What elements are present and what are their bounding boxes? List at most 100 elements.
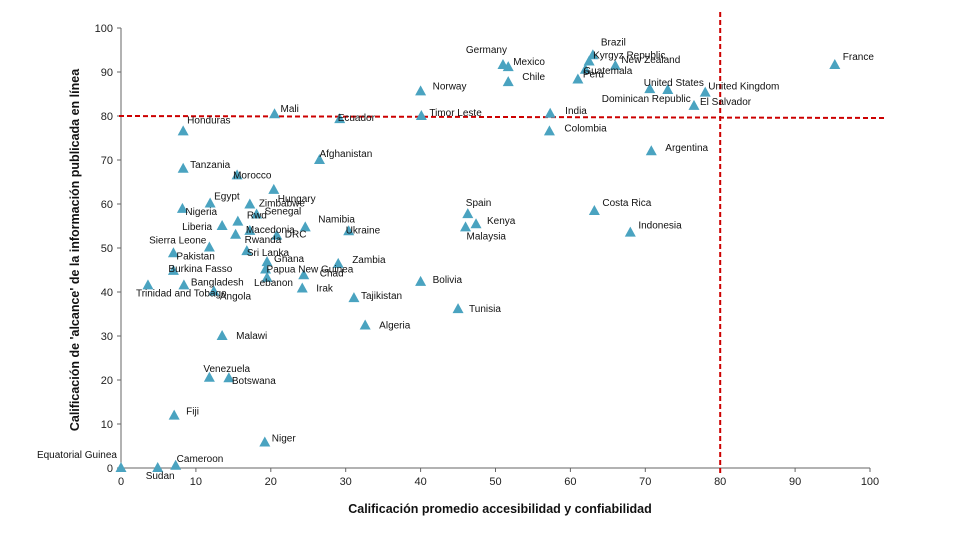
x-ticks: 0 10 20 30 40 50 60 70 80 90 100 — [118, 468, 879, 488]
data-point-marker — [152, 462, 164, 472]
point-label: Macedonia — [246, 225, 295, 236]
data-point-marker — [259, 436, 271, 447]
x-tick-label: 30 — [340, 476, 352, 488]
point-label: Fiji — [186, 407, 199, 418]
y-tick-label: 30 — [101, 331, 113, 343]
point-label: Ecuador — [338, 113, 376, 124]
data-point-marker — [142, 279, 154, 290]
point-label: Tanzania — [190, 160, 230, 171]
data-point-marker — [348, 292, 360, 303]
data-point-marker — [167, 247, 179, 258]
y-tick-label: 70 — [101, 155, 113, 167]
point-label: Egypt — [214, 192, 240, 203]
data-point-marker — [359, 319, 371, 330]
y-tick-label: 100 — [95, 23, 113, 35]
x-tick-label: 50 — [489, 476, 501, 488]
data-point-marker — [204, 197, 216, 208]
data-point-marker — [452, 303, 464, 314]
data-point-marker — [269, 108, 281, 119]
data-point-marker — [332, 257, 344, 268]
point-label: Chile — [522, 72, 545, 83]
y-axis-title: Calificación de 'alcance' de la informac… — [68, 68, 82, 431]
data-point-marker — [203, 371, 215, 382]
data-point-marker — [543, 125, 555, 136]
data-point-marker — [415, 110, 427, 120]
data-point-marker — [261, 271, 273, 282]
data-point-marker — [216, 220, 228, 230]
y-tick-label: 50 — [101, 243, 113, 255]
x-tick-label: 20 — [265, 476, 277, 488]
x-tick-label: 70 — [639, 476, 651, 488]
data-point-marker — [177, 162, 189, 173]
x-tick-label: 10 — [190, 476, 202, 488]
data-point-marker — [415, 85, 427, 96]
data-point-marker — [299, 221, 311, 232]
point-label: Colombia — [564, 123, 607, 134]
point-label: Pakistan — [176, 251, 214, 262]
data-point-marker — [216, 330, 228, 340]
x-axis-title: Calificación promedio accesibilidad y co… — [348, 502, 652, 516]
point-label: Niger — [272, 433, 297, 444]
data-point-marker — [261, 256, 273, 267]
data-point-marker — [502, 61, 514, 72]
y-tick-label: 10 — [101, 419, 113, 431]
x-tick-label: 0 — [118, 476, 124, 488]
data-point-marker — [168, 409, 180, 420]
point-label: Chad — [320, 268, 344, 279]
point-label: Burkina Fasso — [168, 264, 232, 275]
y-tick-label: 40 — [101, 287, 113, 299]
point-label: Kyrgyz Republic — [593, 50, 665, 61]
point-label: Hungary — [278, 194, 316, 205]
point-label: New Zealand — [621, 55, 680, 66]
point-label: Nigeria — [185, 207, 217, 218]
point-label: Rwd — [247, 211, 267, 222]
data-point-marker — [230, 228, 242, 239]
data-point-marker — [241, 245, 253, 256]
data-point-marker — [203, 241, 215, 252]
horizontal-reference-line — [118, 115, 887, 119]
data-points — [115, 49, 841, 472]
x-tick-label: 40 — [414, 476, 426, 488]
data-point-marker — [260, 263, 272, 274]
point-label: Kenya — [487, 216, 516, 227]
point-label: Mexico — [513, 57, 545, 68]
data-point-marker — [829, 58, 841, 69]
data-point-marker — [587, 49, 599, 60]
point-label: Angola — [220, 292, 252, 303]
point-label: Costa Rica — [602, 198, 651, 209]
point-label: Mali — [281, 104, 299, 115]
data-point-marker — [645, 145, 657, 156]
data-point-marker — [298, 269, 310, 280]
point-label: Timor Leste — [429, 108, 482, 119]
point-label: Zimbabwe — [259, 198, 306, 209]
data-point-marker — [572, 73, 584, 84]
point-label: Afghanistan — [319, 149, 372, 160]
point-label: Ghana — [274, 254, 304, 265]
point-label: Indonesia — [638, 221, 682, 232]
data-point-marker — [688, 99, 700, 110]
y-tick-label: 60 — [101, 199, 113, 211]
data-point-marker — [544, 107, 556, 118]
point-label: Liberia — [182, 222, 212, 233]
data-point-marker — [167, 264, 179, 275]
point-label: Papua New Guinea — [267, 265, 354, 276]
data-point-marker — [244, 198, 256, 209]
point-label: Irak — [316, 283, 334, 294]
data-point-marker — [115, 462, 127, 472]
point-label: Sri Lanka — [247, 248, 290, 259]
point-label: United Kingdom — [708, 82, 779, 93]
data-point-marker — [271, 229, 283, 240]
x-tick-label: 60 — [564, 476, 576, 488]
data-point-marker — [208, 285, 220, 296]
data-point-marker — [624, 226, 636, 237]
point-label: El Salvador — [700, 97, 752, 108]
data-point-marker — [268, 183, 280, 194]
point-label: Sierra Leone — [149, 236, 207, 247]
point-label: India — [565, 106, 587, 117]
data-point-marker — [583, 55, 595, 66]
point-label: Dominican Republic — [602, 94, 691, 105]
point-label: Venezuela — [203, 364, 250, 375]
data-point-marker — [231, 169, 243, 180]
data-point-marker — [699, 86, 711, 97]
